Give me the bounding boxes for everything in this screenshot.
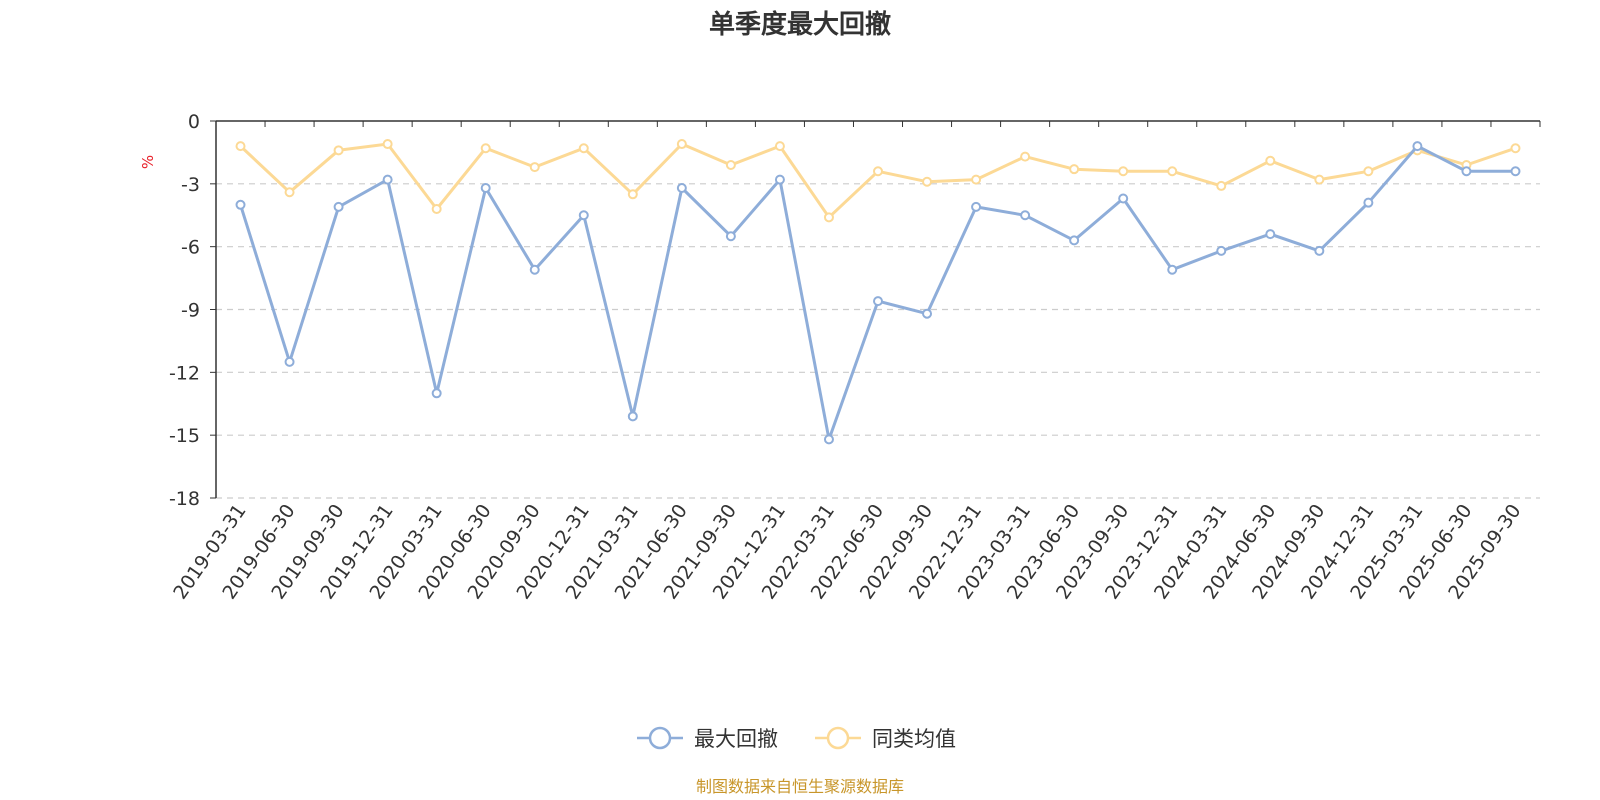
y-tick-label: -3 xyxy=(181,174,200,196)
data-point[interactable] xyxy=(1265,155,1276,166)
data-point[interactable] xyxy=(578,210,589,221)
data-point[interactable] xyxy=(725,231,736,242)
data-point[interactable] xyxy=(627,411,638,422)
series-line xyxy=(239,144,1516,441)
legend[interactable]: 最大回撤 同类均值 xyxy=(637,726,956,751)
data-point[interactable] xyxy=(284,187,295,198)
data-point[interactable] xyxy=(333,201,344,212)
y-tick-label: -9 xyxy=(181,300,200,322)
data-point[interactable] xyxy=(1363,166,1374,177)
legend-item[interactable]: 同类均值 xyxy=(815,726,956,751)
data-point[interactable] xyxy=(333,145,344,156)
data-point[interactable] xyxy=(922,176,933,187)
source-note: 制图数据来自恒生聚源数据库 xyxy=(696,777,904,796)
data-point[interactable] xyxy=(725,159,736,170)
y-axis-ticks: 0 -3 -6 -9 -12 -15 -18 xyxy=(169,111,216,510)
data-point[interactable] xyxy=(529,162,540,173)
data-point[interactable] xyxy=(1118,193,1129,204)
legend-item[interactable]: 最大回撤 xyxy=(637,726,778,751)
y-axis-unit: % xyxy=(139,155,157,169)
data-point[interactable] xyxy=(823,212,834,223)
y-tick-label: 0 xyxy=(188,111,200,133)
data-point[interactable] xyxy=(971,201,982,212)
data-point[interactable] xyxy=(774,141,785,152)
data-point[interactable] xyxy=(1314,245,1325,256)
data-point[interactable] xyxy=(529,264,540,275)
data-point[interactable] xyxy=(1020,210,1031,221)
legend-marker xyxy=(648,726,672,750)
series-line xyxy=(239,142,1516,219)
data-point[interactable] xyxy=(1363,197,1374,208)
data-point[interactable] xyxy=(284,356,295,367)
data-point[interactable] xyxy=(578,143,589,154)
y-tick-label: -15 xyxy=(169,425,200,447)
legend-marker xyxy=(826,726,850,750)
data-point[interactable] xyxy=(382,139,393,150)
data-point[interactable] xyxy=(235,141,246,152)
data-point[interactable] xyxy=(1020,151,1031,162)
data-point[interactable] xyxy=(1216,245,1227,256)
data-point[interactable] xyxy=(627,189,638,200)
data-point[interactable] xyxy=(873,166,883,177)
data-point[interactable] xyxy=(676,139,687,150)
data-point[interactable] xyxy=(1265,229,1276,240)
y-tick-label: -12 xyxy=(169,362,200,384)
data-point[interactable] xyxy=(1069,235,1080,246)
series-同类均值 xyxy=(235,139,1521,223)
data-point[interactable] xyxy=(774,174,785,185)
data-point[interactable] xyxy=(235,199,246,210)
data-point[interactable] xyxy=(1118,166,1129,177)
data-point[interactable] xyxy=(480,143,491,154)
series-group xyxy=(235,139,1521,445)
legend-label: 同类均值 xyxy=(872,727,956,751)
data-point[interactable] xyxy=(1510,166,1521,177)
data-point[interactable] xyxy=(382,174,393,185)
series-最大回撤 xyxy=(235,141,1521,445)
data-point[interactable] xyxy=(922,308,933,319)
data-point[interactable] xyxy=(1314,174,1325,185)
data-point[interactable] xyxy=(823,434,834,445)
data-point[interactable] xyxy=(1069,164,1080,175)
data-point[interactable] xyxy=(431,203,442,214)
chart-title: 单季度最大回撤 xyxy=(709,9,891,40)
legend-label: 最大回撤 xyxy=(694,727,778,751)
data-point[interactable] xyxy=(1216,180,1227,191)
data-point[interactable] xyxy=(1167,264,1178,275)
data-point[interactable] xyxy=(480,183,491,194)
data-point[interactable] xyxy=(873,296,883,307)
data-point[interactable] xyxy=(1510,143,1521,154)
y-tick-label: -18 xyxy=(169,488,200,510)
data-point[interactable] xyxy=(1412,141,1423,152)
data-point[interactable] xyxy=(1167,166,1178,177)
data-point[interactable] xyxy=(971,174,982,185)
data-point[interactable] xyxy=(676,183,687,194)
data-point[interactable] xyxy=(431,388,442,399)
y-tick-label: -6 xyxy=(181,237,200,259)
data-point[interactable] xyxy=(1461,166,1472,177)
